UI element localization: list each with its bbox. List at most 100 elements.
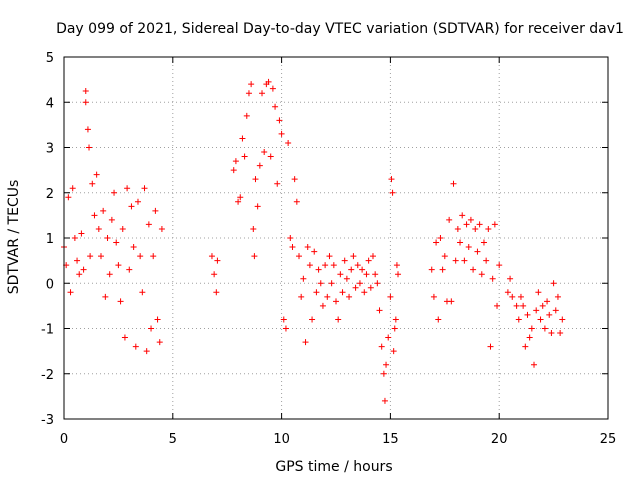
data-points <box>61 78 566 404</box>
data-point <box>76 271 83 278</box>
x-axis-label: GPS time / hours <box>275 459 392 475</box>
data-point <box>84 126 91 133</box>
data-point <box>437 235 444 241</box>
data-point <box>389 189 396 196</box>
data-point <box>548 330 555 337</box>
data-point <box>365 257 372 264</box>
data-point <box>557 330 564 337</box>
data-point <box>513 302 520 309</box>
data-point <box>489 275 496 282</box>
y-tick-label: 2 <box>46 187 54 202</box>
y-tick-label: -1 <box>41 323 54 338</box>
data-point <box>465 244 472 251</box>
data-point <box>296 253 303 260</box>
data-point <box>450 180 457 187</box>
data-point <box>378 343 385 350</box>
data-point <box>559 316 566 323</box>
data-point <box>267 153 274 160</box>
data-point <box>515 316 522 323</box>
data-point <box>274 180 281 187</box>
data-point <box>395 271 402 278</box>
data-point <box>106 271 113 278</box>
data-point <box>546 311 553 318</box>
data-point <box>245 90 252 97</box>
data-point <box>261 149 268 156</box>
data-point <box>102 293 109 300</box>
data-point <box>309 316 316 323</box>
data-point <box>145 221 152 228</box>
data-point <box>356 280 363 287</box>
data-point <box>461 257 468 264</box>
data-point <box>65 194 72 201</box>
data-point <box>544 298 551 305</box>
data-point <box>350 253 357 260</box>
data-point <box>230 167 237 174</box>
y-tick-label: 0 <box>46 277 54 292</box>
data-point <box>91 212 98 219</box>
data-point <box>317 280 324 287</box>
data-point <box>298 293 305 300</box>
data-point <box>93 171 100 178</box>
data-point <box>522 343 529 350</box>
grid-lines <box>64 57 608 419</box>
data-point <box>452 257 459 264</box>
data-point <box>124 185 131 192</box>
data-point <box>457 239 464 246</box>
data-point <box>361 289 368 296</box>
data-point <box>474 248 481 255</box>
data-point <box>100 207 107 214</box>
data-point <box>433 239 440 246</box>
data-point <box>265 78 272 85</box>
data-point <box>214 257 221 264</box>
data-point <box>137 253 144 260</box>
data-point <box>463 221 470 228</box>
data-point <box>541 325 548 332</box>
data-point <box>339 289 346 296</box>
data-point <box>278 130 285 137</box>
data-point <box>454 225 461 232</box>
data-point <box>87 253 94 260</box>
data-point <box>104 235 111 241</box>
data-point <box>276 117 283 124</box>
data-point <box>126 266 133 273</box>
y-tick-label: 3 <box>46 142 54 157</box>
data-point <box>390 348 397 355</box>
data-point <box>494 302 501 309</box>
data-point <box>346 293 353 300</box>
data-point <box>256 162 263 169</box>
x-tick-label: 20 <box>491 432 508 447</box>
data-point <box>324 293 331 300</box>
data-point <box>383 361 390 368</box>
data-point <box>459 212 466 219</box>
data-point <box>507 275 514 282</box>
data-point <box>285 139 292 146</box>
data-point <box>82 87 89 94</box>
x-tick-label: 15 <box>382 432 399 447</box>
data-point <box>550 280 557 287</box>
y-tick-label: -3 <box>41 413 54 428</box>
data-point <box>232 158 239 165</box>
data-point <box>478 271 485 278</box>
data-point <box>528 325 535 332</box>
data-point <box>428 266 435 273</box>
data-point <box>69 185 76 192</box>
y-axis-label: SDTVAR / TECUs <box>6 180 22 295</box>
data-point <box>343 275 350 282</box>
x-tick-label: 10 <box>273 432 290 447</box>
data-point <box>97 253 104 260</box>
data-point <box>252 176 259 183</box>
data-point <box>243 112 250 119</box>
data-point <box>448 298 455 305</box>
data-point <box>141 185 148 192</box>
data-point <box>82 99 89 106</box>
data-point <box>539 302 546 309</box>
data-point <box>387 293 394 300</box>
data-point <box>354 262 361 269</box>
data-point <box>446 216 453 223</box>
data-point <box>374 280 381 287</box>
data-point <box>369 253 376 260</box>
data-point <box>330 262 337 269</box>
data-point <box>337 271 344 278</box>
data-point <box>491 221 498 228</box>
data-point <box>302 339 309 346</box>
